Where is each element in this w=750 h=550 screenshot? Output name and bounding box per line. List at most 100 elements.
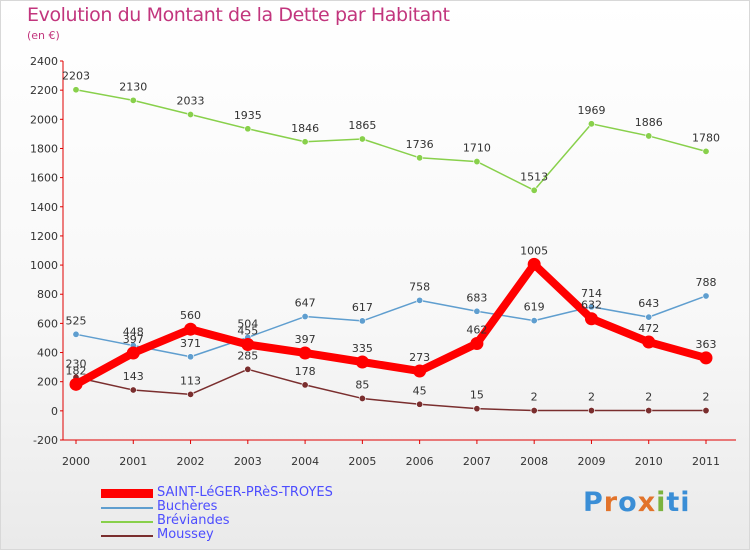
data-label: 1886 — [635, 116, 663, 129]
x-tick-label: 2000 — [62, 455, 90, 468]
data-label: 1846 — [291, 122, 319, 135]
series-line — [75, 368, 707, 412]
data-label: 560 — [180, 309, 201, 322]
data-point — [301, 313, 309, 321]
data-point — [530, 407, 538, 415]
y-tick-label: 0 — [51, 405, 58, 418]
data-label: 397 — [123, 333, 144, 346]
data-label: 85 — [355, 378, 369, 391]
data-point — [470, 337, 484, 351]
x-tick-label: 2008 — [520, 455, 548, 468]
data-label: 363 — [696, 338, 717, 351]
legend-swatch — [101, 507, 153, 509]
data-label: 2033 — [177, 94, 205, 107]
data-label: 472 — [638, 322, 659, 335]
data-label: 182 — [66, 364, 87, 377]
chart-subtitle: (en €) — [27, 29, 60, 42]
data-label: 1780 — [692, 131, 720, 144]
data-point — [642, 335, 656, 349]
data-point — [645, 313, 653, 321]
data-label: 1513 — [520, 170, 548, 183]
data-label: 617 — [352, 301, 373, 314]
y-tick-label: 2200 — [30, 84, 58, 97]
y-tick-label: 2000 — [30, 113, 58, 126]
data-label: 45 — [413, 384, 427, 397]
data-point — [473, 307, 481, 315]
data-label: 2 — [645, 391, 652, 404]
legend-label: SAINT-LéGER-PRèS-TROYES — [157, 485, 333, 500]
legend-label: Moussey — [157, 527, 214, 542]
y-tick-label: 400 — [37, 347, 58, 360]
data-label: 15 — [470, 389, 484, 402]
x-tick-label: 2003 — [234, 455, 262, 468]
y-tick-label: 1000 — [30, 259, 58, 272]
data-label: 714 — [581, 287, 602, 300]
data-label: 397 — [295, 333, 316, 346]
x-tick-label: 2011 — [692, 455, 720, 468]
data-point — [244, 365, 252, 373]
data-label: 371 — [180, 337, 201, 350]
logo-letter: r — [603, 487, 619, 518]
series-line — [75, 295, 707, 358]
y-tick-label: 200 — [37, 376, 58, 389]
logo-letter: x — [637, 487, 657, 518]
data-label: 683 — [466, 291, 487, 304]
series-line — [72, 260, 710, 389]
y-tick-label: 2400 — [30, 55, 58, 68]
data-label: 285 — [237, 349, 258, 362]
legend-label: Buchères — [157, 499, 218, 514]
y-tick-label: -200 — [33, 434, 58, 447]
y-tick-label: 800 — [37, 288, 58, 301]
logo-letter: o — [618, 487, 638, 518]
data-label: 504 — [237, 317, 258, 330]
data-point — [527, 257, 541, 271]
data-label: 1736 — [406, 138, 434, 151]
data-point — [587, 407, 595, 415]
data-label: 643 — [638, 297, 659, 310]
data-point — [587, 303, 595, 311]
legend-swatch — [101, 535, 153, 537]
data-point — [416, 296, 424, 304]
data-point — [473, 405, 481, 413]
data-point — [587, 120, 595, 128]
data-point — [187, 353, 195, 361]
data-label: 758 — [409, 280, 430, 293]
y-tick-label: 1200 — [30, 230, 58, 243]
data-point — [69, 377, 83, 391]
data-label: 2 — [531, 391, 538, 404]
data-label: 619 — [524, 301, 545, 314]
data-point — [530, 186, 538, 194]
data-point — [645, 132, 653, 140]
data-point — [416, 400, 424, 408]
data-label: 1865 — [348, 119, 376, 132]
data-label: 178 — [295, 365, 316, 378]
y-tick-label: 1600 — [30, 172, 58, 185]
y-tick-label: 1400 — [30, 201, 58, 214]
data-point — [355, 355, 369, 369]
x-tick-label: 2009 — [577, 455, 605, 468]
data-label: 1005 — [520, 244, 548, 257]
y-tick-label: 1800 — [30, 142, 58, 155]
logo-letter: ti — [666, 487, 691, 518]
data-point — [645, 407, 653, 415]
x-tick-label: 2001 — [119, 455, 147, 468]
logo-letter: P — [583, 487, 604, 518]
x-tick-label: 2010 — [635, 455, 663, 468]
data-label: 230 — [66, 357, 87, 370]
data-point — [244, 125, 252, 133]
legend-label: Bréviandes — [157, 513, 230, 528]
data-point — [702, 147, 710, 155]
data-point — [129, 386, 137, 394]
data-point — [702, 292, 710, 300]
data-point — [584, 312, 598, 326]
series-line — [75, 88, 707, 192]
data-label: 448 — [123, 326, 144, 339]
data-point — [129, 96, 137, 104]
data-point — [416, 154, 424, 162]
x-tick-label: 2007 — [463, 455, 491, 468]
data-label: 2203 — [62, 70, 90, 83]
x-tick-label: 2002 — [177, 455, 205, 468]
data-point — [72, 86, 80, 94]
